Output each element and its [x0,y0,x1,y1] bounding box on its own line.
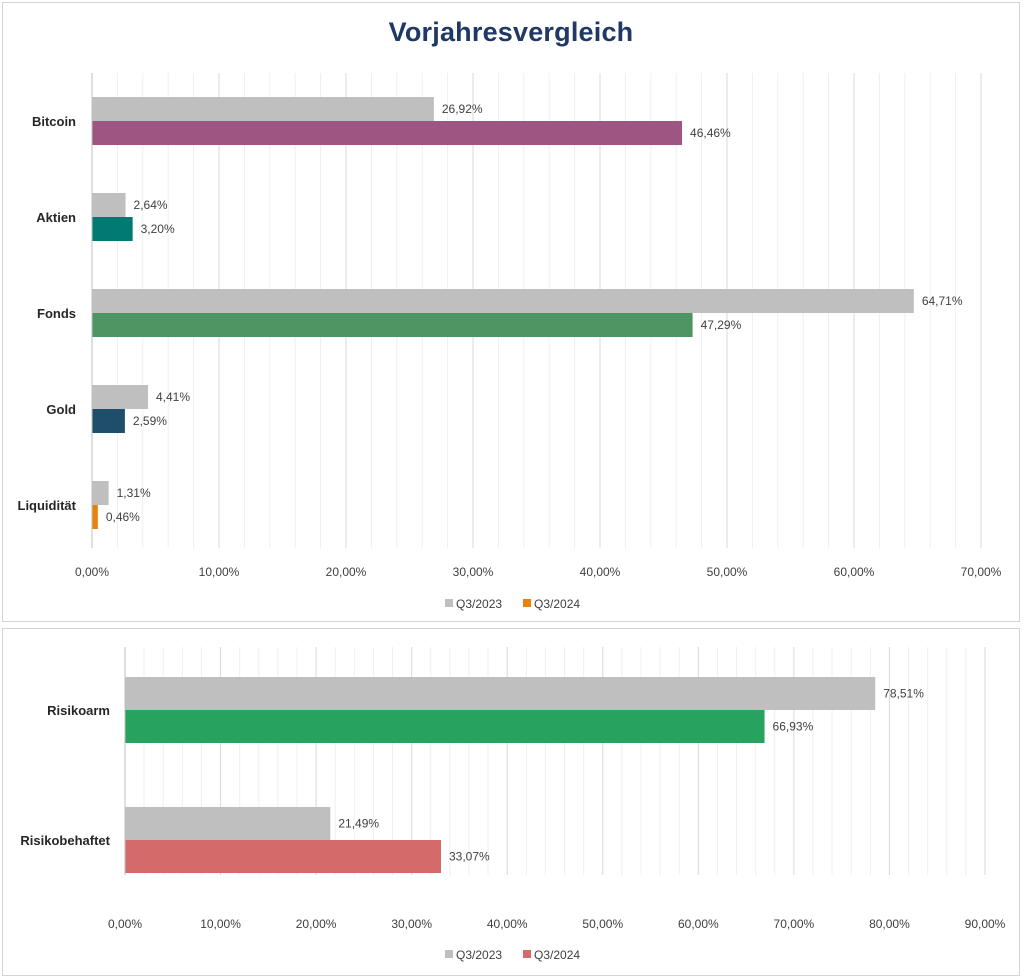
chart-title: Vorjahresvergleich [388,17,634,47]
x-tick-label: 20,00% [326,565,367,579]
data-label: 78,51% [883,687,924,701]
x-tick-label: 60,00% [678,917,719,931]
data-label: 26,92% [442,102,483,116]
x-tick-label: 50,00% [582,917,623,931]
category-label: Bitcoin [32,114,76,129]
x-tick-label: 70,00% [961,565,1002,579]
bar-Q3-2024 [92,121,683,145]
bar-Q3-2023 [92,385,149,409]
data-label: 0,46% [106,510,140,524]
data-label: 1,31% [117,486,151,500]
bar-Q3-2024 [92,409,125,433]
data-label: 4,41% [156,390,190,404]
x-tick-label: 30,00% [453,565,494,579]
bar-Q3-2023 [92,481,109,505]
category-label: Gold [46,402,76,417]
x-tick-label: 70,00% [774,917,815,931]
bar-Q3-2024 [125,840,442,873]
x-tick-label: 30,00% [391,917,432,931]
legend-swatch [445,950,453,958]
legend-label: Q3/2024 [534,948,580,962]
category-label: Liquidität [18,498,77,513]
x-tick-label: 0,00% [75,565,109,579]
category-label: Risikoarm [47,703,110,718]
data-label: 2,59% [133,414,167,428]
x-tick-label: 50,00% [707,565,748,579]
legend-swatch [445,599,453,607]
bar-Q3-2024 [92,313,693,337]
x-tick-label: 60,00% [834,565,875,579]
data-label: 66,93% [773,720,814,734]
x-tick-label: 20,00% [296,917,337,931]
data-label: 21,49% [338,817,379,831]
risk-chart: 0,00% 10,00% 20,00% 30,00% 40,00% 50,00% 60,00… [20,647,1006,962]
legend-swatch [523,950,531,958]
bar-Q3-2023 [92,193,126,217]
x-tick-label: 10,00% [199,565,240,579]
legend-label: Q3/2023 [456,948,502,962]
bar-Q3-2023 [125,677,876,710]
data-label: 47,29% [701,318,742,332]
chart-panel-risk: 0,00% 10,00% 20,00% 30,00% 40,00% 50,00% 60,00… [2,628,1020,976]
x-tick-label: 80,00% [869,917,910,931]
bar-Q3-2023 [92,289,914,313]
category-label: Aktien [36,210,76,225]
data-label: 33,07% [449,850,490,864]
x-tick-label: 10,00% [200,917,241,931]
legend-label: Q3/2023 [456,597,502,611]
data-label: 46,46% [690,126,731,140]
bar-Q3-2023 [92,97,434,121]
bar-Q3-2024 [92,217,133,241]
data-label: 2,64% [134,198,168,212]
x-tick-label: 0,00% [108,917,142,931]
comparison-chart: 0,00% 10,00% 20,00% 30,00% 40,00% 50,00% 60,00… [18,73,1002,611]
data-label: 64,71% [922,294,963,308]
data-label: 3,20% [141,222,175,236]
legend-swatch [523,599,531,607]
x-tick-label: 40,00% [580,565,621,579]
bar-Q3-2024 [125,710,765,743]
legend-label: Q3/2024 [534,597,580,611]
x-tick-label: 90,00% [965,917,1006,931]
bar-Q3-2024 [92,505,98,529]
x-tick-label: 40,00% [487,917,528,931]
category-label: Risikobehaftet [20,833,110,848]
category-label: Fonds [37,306,76,321]
bar-Q3-2023 [125,807,331,840]
chart-panel-comparison: Vorjahresvergleich 0,00% 10,00% 20,00% 30,0… [2,2,1020,622]
